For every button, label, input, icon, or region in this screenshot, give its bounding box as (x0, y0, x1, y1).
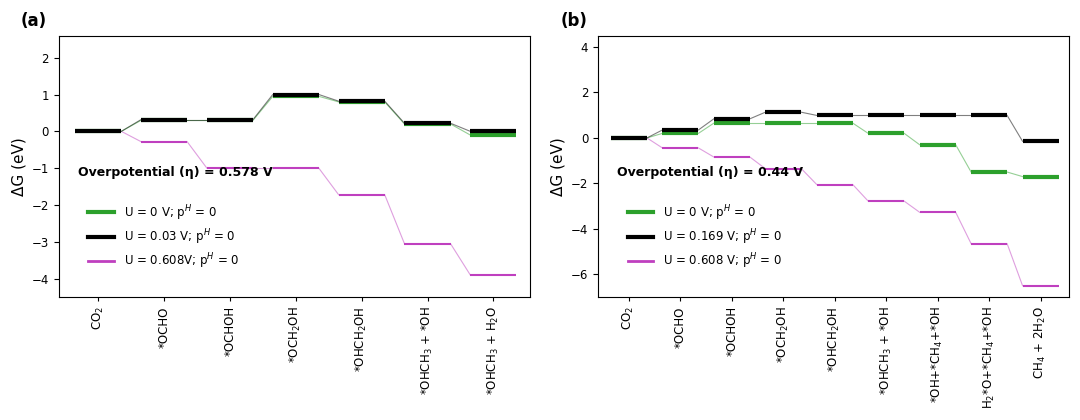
Text: Overpotential (η) = 0.44 V: Overpotential (η) = 0.44 V (617, 166, 802, 179)
Y-axis label: ΔG (eV): ΔG (eV) (551, 137, 566, 196)
Text: (b): (b) (561, 12, 588, 30)
Legend: U = 0 V; p$^H$ = 0, U = 0.03 V; p$^H$ = 0, U = 0.608V; p$^H$ = 0: U = 0 V; p$^H$ = 0, U = 0.03 V; p$^H$ = … (83, 198, 244, 276)
Legend: U = 0 V; p$^H$ = 0, U = 0.169 V; p$^H$ = 0, U = 0.608 V; p$^H$ = 0: U = 0 V; p$^H$ = 0, U = 0.169 V; p$^H$ =… (623, 198, 786, 276)
Text: Overpotential (η) = 0.578 V: Overpotential (η) = 0.578 V (78, 166, 272, 179)
Y-axis label: ΔG (eV): ΔG (eV) (11, 137, 26, 196)
Text: (a): (a) (22, 12, 48, 30)
